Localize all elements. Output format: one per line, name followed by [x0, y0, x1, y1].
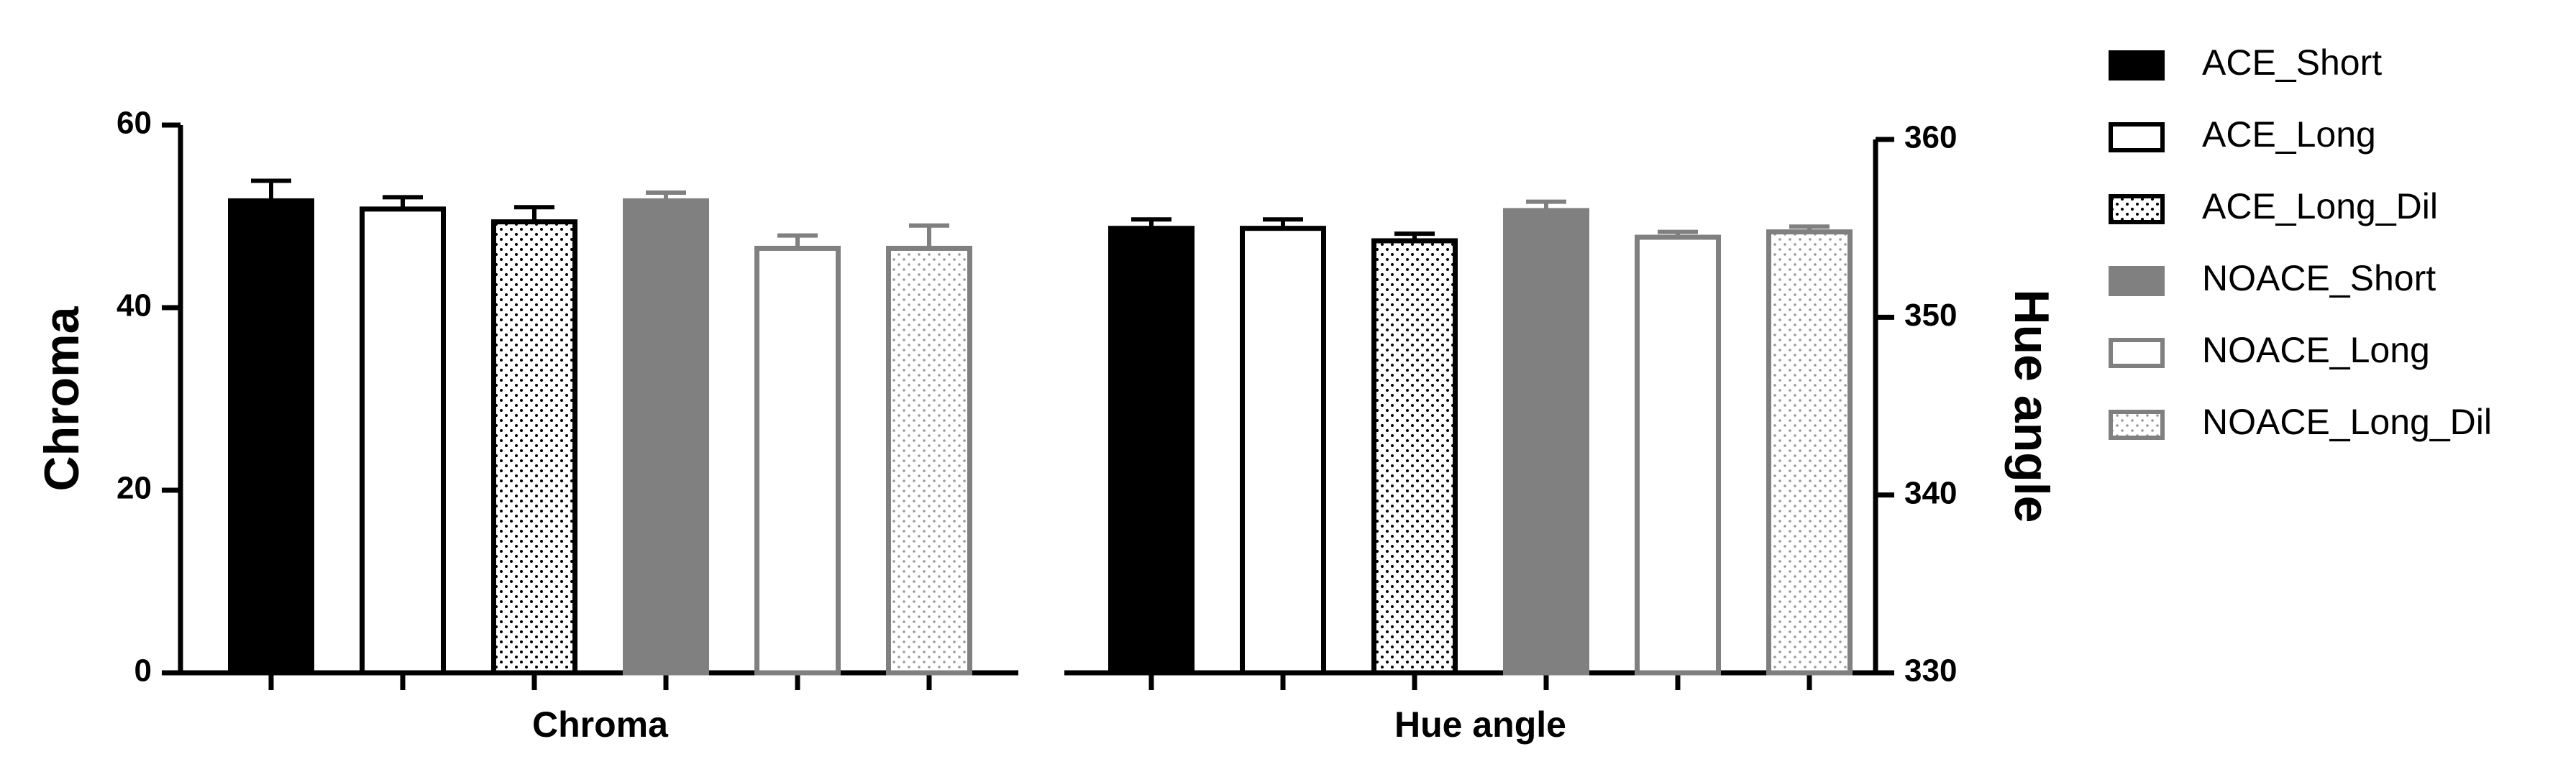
bar: [360, 206, 446, 676]
y-tick-label: 350: [1904, 298, 1957, 333]
bar: [1240, 226, 1326, 676]
bar: [1766, 229, 1853, 676]
legend-label: NOACE_Long_Dil: [2202, 402, 2492, 442]
y-tick-label: 330: [1904, 653, 1957, 689]
legend-swatch: [2109, 338, 2165, 368]
bar: [1108, 226, 1195, 676]
y-tick-label: 40: [117, 288, 152, 323]
bar: [1503, 208, 1589, 676]
bar: [491, 219, 577, 676]
legend-swatch: [2109, 194, 2165, 224]
x-category-label: Chroma: [532, 704, 669, 745]
y-tick-label: 360: [1904, 120, 1957, 155]
y-tick-label: 20: [117, 471, 152, 506]
legend-swatch: [2109, 410, 2165, 440]
y-tick-label: 60: [117, 106, 152, 141]
x-category-label: Hue angle: [1394, 704, 1566, 745]
legend-swatch: [2109, 266, 2165, 296]
legend-label: ACE_Long_Dil: [2202, 186, 2438, 226]
legend-swatch: [2109, 50, 2165, 81]
legend-label: ACE_Short: [2202, 42, 2382, 83]
legend-label: NOACE_Long: [2202, 330, 2430, 370]
bar: [1371, 238, 1458, 676]
bar: [228, 198, 314, 676]
y2-axis-label: Hue angle: [2004, 290, 2059, 523]
y-axis-label: Chroma: [35, 305, 89, 491]
y-tick-label: 340: [1904, 475, 1957, 510]
y-tick-label: 0: [134, 653, 152, 689]
legend-label: NOACE_Short: [2202, 258, 2436, 298]
legend-swatch: [2109, 122, 2165, 152]
legend-label: ACE_Long: [2202, 114, 2376, 155]
bar: [623, 198, 709, 676]
bar: [754, 245, 841, 676]
bar: [886, 245, 972, 676]
bar: [1635, 234, 1721, 676]
